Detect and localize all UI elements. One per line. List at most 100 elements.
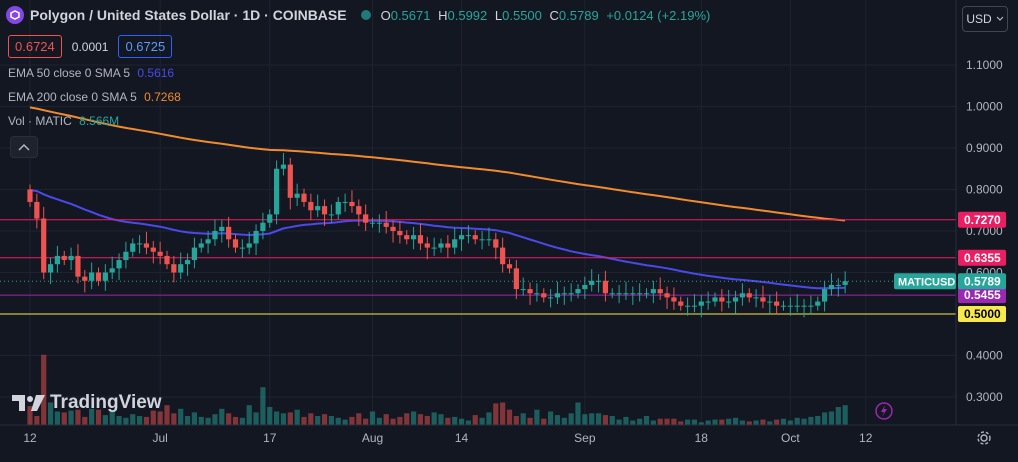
sell-price-box[interactable]: 0.6724 [8,35,62,58]
candle-body [150,247,156,252]
volume-bar [493,403,499,425]
volume-bar [123,417,129,425]
candle [630,286,636,305]
volume-bar [82,416,88,425]
collapse-legend-button[interactable] [10,136,38,158]
candle-body [239,247,245,249]
candle [198,238,204,253]
candle [561,286,567,305]
candle [801,299,807,318]
candle [486,227,492,246]
price-level-label: 0.5455 [964,288,1001,302]
volume-bar [404,413,410,425]
candle-body [582,284,588,290]
volume-bar [479,417,485,425]
time-axis-tick: Jul [152,431,167,445]
candle-body [349,201,355,207]
candle [746,288,752,303]
candle [664,286,670,310]
candle [301,188,307,207]
candle-body [363,214,369,223]
volume-bar [274,411,280,425]
candle-body [212,231,218,240]
market-status-icon [360,10,371,20]
candle [739,283,745,306]
close-value: 0.5789 [558,7,599,23]
candle [157,241,163,265]
price-level-tag [958,306,1006,322]
volume-bar [520,413,526,425]
candle-body [376,222,382,224]
candle [191,237,197,269]
candle [568,283,574,302]
candle-body [630,293,636,295]
candle-body [616,293,622,295]
volume-bar [842,405,848,425]
tradingview-logo[interactable]: TradingView [12,392,162,414]
buy-price-box[interactable]: 0.6725 [118,35,173,58]
candle-body [315,206,321,211]
volume-bar [623,416,629,425]
candle-body [274,168,280,215]
candle-body [643,293,650,295]
candle [116,253,122,280]
candle [527,282,533,305]
candle-body [424,243,430,248]
candle-body [116,260,122,269]
chevron-up-icon [18,143,30,151]
candle-body [828,284,835,290]
candle-body [445,243,451,248]
candle-body [691,305,698,307]
candle-body [472,235,478,240]
candle [472,230,478,245]
chart-settings-button[interactable] [976,430,992,451]
candle [780,300,787,311]
candle-body [794,305,800,307]
volume-bar [513,416,519,425]
candle [520,277,526,296]
candle [554,281,561,305]
volume-legend[interactable]: Vol · MATIC 8.566M [8,114,120,128]
candle [760,285,766,309]
candle [465,225,471,244]
ema200-legend[interactable]: EMA 200 close 0 SMA 5 0.7268 [8,90,181,104]
events-icon [875,402,893,420]
candle-body [89,272,95,281]
candle [253,224,259,256]
candle [808,295,814,314]
volume-bar [458,418,465,425]
candle-body [650,289,656,294]
candle [685,297,691,316]
symbol-title[interactable]: Polygon / United States Dollar · 1D · CO… [30,7,347,23]
candle [34,193,40,229]
volume-bar [630,420,636,425]
candle-body [698,301,704,306]
candle [438,238,444,253]
candle-body [801,305,807,307]
candle [815,296,821,311]
volume-bar [650,420,656,425]
candle [417,223,424,251]
candle [130,238,136,257]
candle [424,236,430,260]
volume-bar [102,415,108,425]
candle-body [41,218,47,273]
candle [767,294,773,314]
candle-body [431,247,437,249]
currency-button[interactable]: USD [962,6,1008,32]
volume-bar [698,422,704,425]
volume-bar [431,412,437,425]
candle [95,267,102,286]
volume-bar [287,412,293,425]
candle [294,183,300,207]
ema50-legend[interactable]: EMA 50 close 0 SMA 5 0.5616 [8,66,175,80]
volume-bar [219,408,225,425]
volume-bar [472,415,478,425]
candle-body [390,226,396,231]
candle-body [548,297,554,299]
candle-body [657,289,663,294]
candle [328,204,334,223]
candle [623,281,629,300]
